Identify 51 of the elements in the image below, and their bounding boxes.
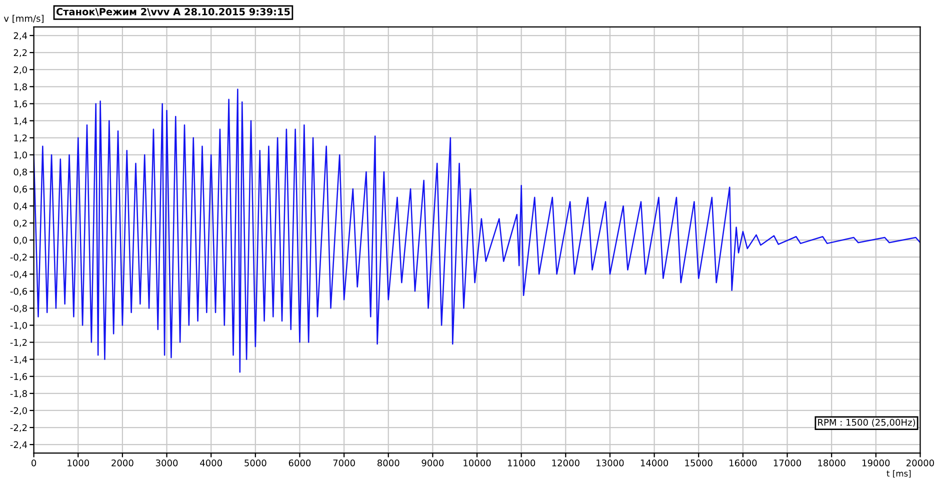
x-tick-label: 2000 xyxy=(112,459,134,466)
y-tick-label: 1,8 xyxy=(14,83,27,92)
y-tick-label: 1,6 xyxy=(14,100,27,108)
x-tick-label: 10000 xyxy=(464,459,491,466)
y-tick-label: 0,6 xyxy=(14,186,27,194)
y-tick-label: -2,0 xyxy=(10,407,27,415)
x-tick-label: 13000 xyxy=(596,459,624,466)
y-tick-label: -0,6 xyxy=(10,288,27,296)
x-tick-label: 16000 xyxy=(730,459,757,466)
y-tick-label: -1,0 xyxy=(10,322,27,330)
y-tick-label: 0,4 xyxy=(14,202,28,210)
x-tick-label: 4000 xyxy=(200,459,222,466)
y-tick-label: -2,2 xyxy=(10,424,27,432)
y-tick-label: 2,4 xyxy=(14,32,28,40)
x-tick-label: 0 xyxy=(32,459,36,466)
y-tick-label: -1,8 xyxy=(10,390,27,398)
y-tick-label: -0,2 xyxy=(10,254,27,262)
x-tick-label: 14000 xyxy=(640,459,668,466)
y-tick-label: -1,2 xyxy=(10,339,27,347)
x-tick-label: 7000 xyxy=(333,459,355,466)
x-tick-label: 20000 xyxy=(906,459,934,466)
y-tick-label: 0,0 xyxy=(14,236,27,245)
x-tick-label: 11000 xyxy=(508,459,536,466)
x-tick-label: 8000 xyxy=(377,459,400,466)
y-tick-label: -2,4 xyxy=(10,441,28,450)
chart-title: Станок\Режим 2\vvv A 28.10.2015 9:39:15 xyxy=(56,8,290,16)
y-tick-label: 0,8 xyxy=(14,168,27,176)
y-tick-label: 1,4 xyxy=(14,118,28,126)
x-tick-label: 3000 xyxy=(156,459,178,466)
x-axis-title: t [ms] xyxy=(886,470,911,478)
y-tick-label: 0,2 xyxy=(14,220,27,228)
x-tick-label: 18000 xyxy=(818,459,846,466)
y-tick-label: 2,0 xyxy=(14,66,27,74)
x-tick-label: 19000 xyxy=(862,459,890,466)
x-tick-label: 6000 xyxy=(288,459,311,466)
y-tick-label: -0,8 xyxy=(10,304,27,313)
y-tick-label: 2,2 xyxy=(14,49,27,58)
x-tick-label: 17000 xyxy=(774,459,802,466)
y-tick-label: -1,6 xyxy=(10,373,27,381)
annotation: RPM : 1500 (25,00Hz) xyxy=(818,418,916,427)
x-tick-label: 1000 xyxy=(68,459,90,466)
x-tick-label: 9000 xyxy=(422,459,444,466)
y-tick-label: 1,0 xyxy=(14,152,27,160)
y-tick-label: -1,4 xyxy=(10,356,28,364)
y-tick-label: -0,4 xyxy=(10,270,28,279)
x-tick-label: 12000 xyxy=(552,459,580,466)
line-series xyxy=(34,88,920,373)
x-tick-label: 15000 xyxy=(685,459,712,466)
y-tick-label: 1,2 xyxy=(14,134,27,142)
x-tick-label: 5000 xyxy=(244,459,266,466)
y-axis-title: v [mm/s] xyxy=(4,14,44,23)
